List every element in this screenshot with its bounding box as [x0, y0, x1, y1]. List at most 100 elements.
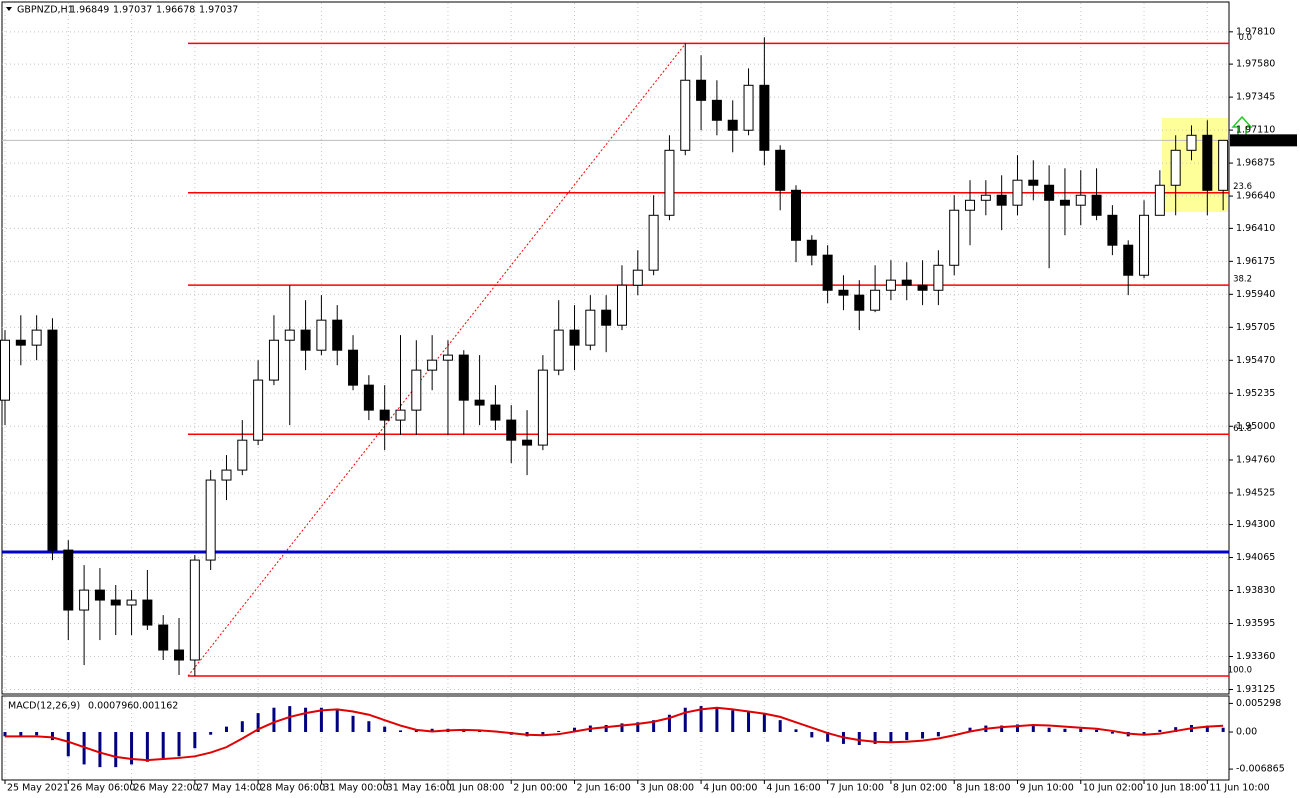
fib-label: 23.6 [1233, 182, 1252, 192]
macd-bar [288, 706, 292, 733]
current-price-label: 1.97037 [1236, 135, 1275, 146]
candle-body [727, 119, 738, 131]
candle-body [569, 329, 580, 346]
candle-body [31, 329, 42, 346]
macd-bar [462, 730, 466, 733]
x-tick-label: 26 May 22:00 [134, 783, 199, 794]
candle-body [63, 549, 74, 611]
candle-body [822, 254, 833, 291]
fib-label: 0.0 [1238, 33, 1252, 43]
candle-body [933, 264, 944, 291]
macd-bar [256, 713, 260, 733]
x-tick-label: 10 Jun 18:00 [1146, 783, 1206, 794]
y-tick-label: 1.97110 [1236, 125, 1275, 136]
candle-body [348, 349, 359, 386]
x-tick-label: 4 Jun 00:00 [703, 783, 757, 794]
candle-body [838, 289, 849, 296]
macd-bar [1205, 725, 1209, 733]
macd-bar [557, 730, 561, 733]
candle-body [696, 79, 707, 101]
macd-bar [573, 727, 577, 733]
x-tick-label: 28 May 06:00 [260, 783, 325, 794]
candle-body [174, 649, 185, 661]
macd-bar [335, 710, 339, 733]
x-tick-label: 3 Jun 08:00 [640, 783, 694, 794]
y-tick-label: 1.95235 [1236, 388, 1275, 399]
candle-body [1028, 179, 1039, 186]
macd-bar [414, 729, 418, 733]
x-tick-label: 10 Jun 02:00 [1083, 783, 1143, 794]
macd-bar [240, 721, 244, 733]
candle-body [253, 379, 264, 441]
candle-body [648, 214, 659, 271]
candle-body [458, 354, 469, 401]
macd-bar [114, 732, 118, 768]
macd-bar [145, 732, 149, 762]
candle-body [1012, 179, 1023, 206]
candle-body [917, 284, 928, 291]
y-tick-label: 1.95940 [1236, 289, 1275, 300]
candle-body [616, 284, 627, 326]
x-tick-label: 1 Jun 08:00 [450, 783, 504, 794]
candle-body [806, 239, 817, 256]
candle-body [126, 599, 137, 606]
candle-body [79, 589, 90, 611]
macd-bar [1158, 729, 1162, 733]
macd-bar [810, 732, 814, 738]
candle-body [1044, 184, 1055, 201]
y-tick-label: 1.95470 [1236, 355, 1275, 366]
candle-body [474, 399, 485, 406]
macd-bar [699, 706, 703, 733]
candle-body [1059, 199, 1070, 206]
macd-bar [19, 732, 23, 736]
macd-bar [98, 732, 102, 768]
x-tick-label: 11 Jun 10:00 [1209, 783, 1269, 794]
x-tick-label: 2 Jun 00:00 [513, 783, 567, 794]
x-tick-label: 8 Jun 18:00 [956, 783, 1010, 794]
macd-bar [794, 729, 798, 733]
macd-bar [857, 732, 861, 745]
candle-body [632, 269, 643, 286]
candle-body [901, 279, 912, 286]
candle-body [427, 359, 438, 371]
macd-bar [1221, 727, 1225, 733]
x-tick-label: 31 May 00:00 [323, 783, 388, 794]
x-tick-label: 2 Jun 16:00 [577, 783, 631, 794]
candle-body [300, 329, 311, 351]
candle-body [506, 419, 517, 441]
macd-bar [1079, 728, 1083, 733]
candle-body [158, 624, 169, 651]
candle-body [601, 309, 612, 326]
y-tick-label: 1.97345 [1236, 92, 1275, 103]
y-tick-label: 0.00 [1236, 727, 1257, 738]
candle-body [189, 559, 200, 661]
y-tick-label: 1.93595 [1236, 618, 1275, 629]
fib-label: 61.8 [1233, 424, 1252, 434]
macd-bar [936, 732, 940, 737]
candle-body [854, 294, 865, 311]
macd-bar [1047, 727, 1051, 733]
macd-bar [747, 711, 751, 733]
candle-body [205, 479, 216, 561]
x-tick-label: 9 Jun 10:00 [1019, 783, 1073, 794]
candle-body [1170, 149, 1181, 186]
macd-bar [1063, 728, 1067, 733]
fib-label: 100.0 [1228, 666, 1252, 676]
macd-bar [636, 722, 640, 733]
candle-body [316, 319, 327, 351]
last-low: 1.96678 [156, 5, 195, 16]
macd-bar [541, 732, 545, 736]
candle-body [411, 369, 422, 411]
candle-body [980, 194, 991, 201]
candle-body [1091, 194, 1102, 216]
macd-signal-line [5, 706, 1224, 762]
candle-body [395, 409, 406, 421]
candle-body [711, 99, 722, 121]
macd-bar [209, 732, 213, 735]
indicator-title: MACD(12,26,9) [8, 701, 80, 712]
y-tick-label: 1.96640 [1236, 191, 1275, 202]
macd-bar [1095, 729, 1099, 733]
macd-bar [905, 732, 909, 741]
macd-bar [1015, 724, 1019, 733]
